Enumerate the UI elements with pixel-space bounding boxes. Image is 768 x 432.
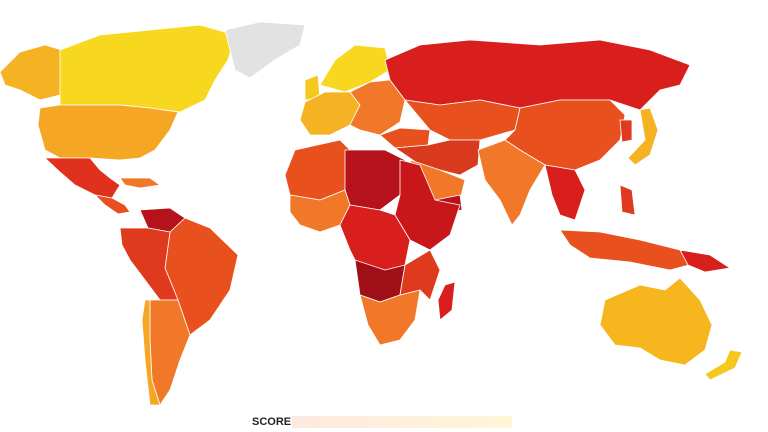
mozambique: [399, 249, 441, 301]
canada: [59, 24, 236, 113]
southeast-asia: [544, 164, 586, 221]
central-america: [94, 194, 131, 215]
north-africa-west: [284, 139, 351, 201]
korea: [619, 119, 633, 143]
indonesia: [559, 229, 701, 271]
legend: SCORE: [252, 416, 512, 428]
new-zealand: [704, 349, 743, 381]
southern-africa: [359, 289, 421, 346]
philippines: [619, 184, 636, 216]
east-africa: [394, 159, 461, 251]
australia: [599, 277, 713, 366]
india: [477, 139, 546, 226]
eastern-europe: [349, 79, 406, 136]
china: [504, 99, 626, 171]
legend-gradient: [292, 416, 512, 428]
usa: [37, 104, 179, 161]
mexico: [44, 157, 121, 199]
greenland: [224, 21, 306, 79]
madagascar: [437, 281, 456, 321]
papua: [679, 249, 731, 273]
chile: [141, 299, 161, 406]
legend-title: SCORE: [252, 416, 291, 428]
countries: [0, 21, 743, 406]
alaska: [0, 44, 63, 101]
turkey: [379, 127, 431, 149]
japan: [627, 107, 659, 166]
russia: [384, 39, 691, 111]
sahel: [344, 149, 406, 211]
caribbean: [119, 177, 161, 189]
